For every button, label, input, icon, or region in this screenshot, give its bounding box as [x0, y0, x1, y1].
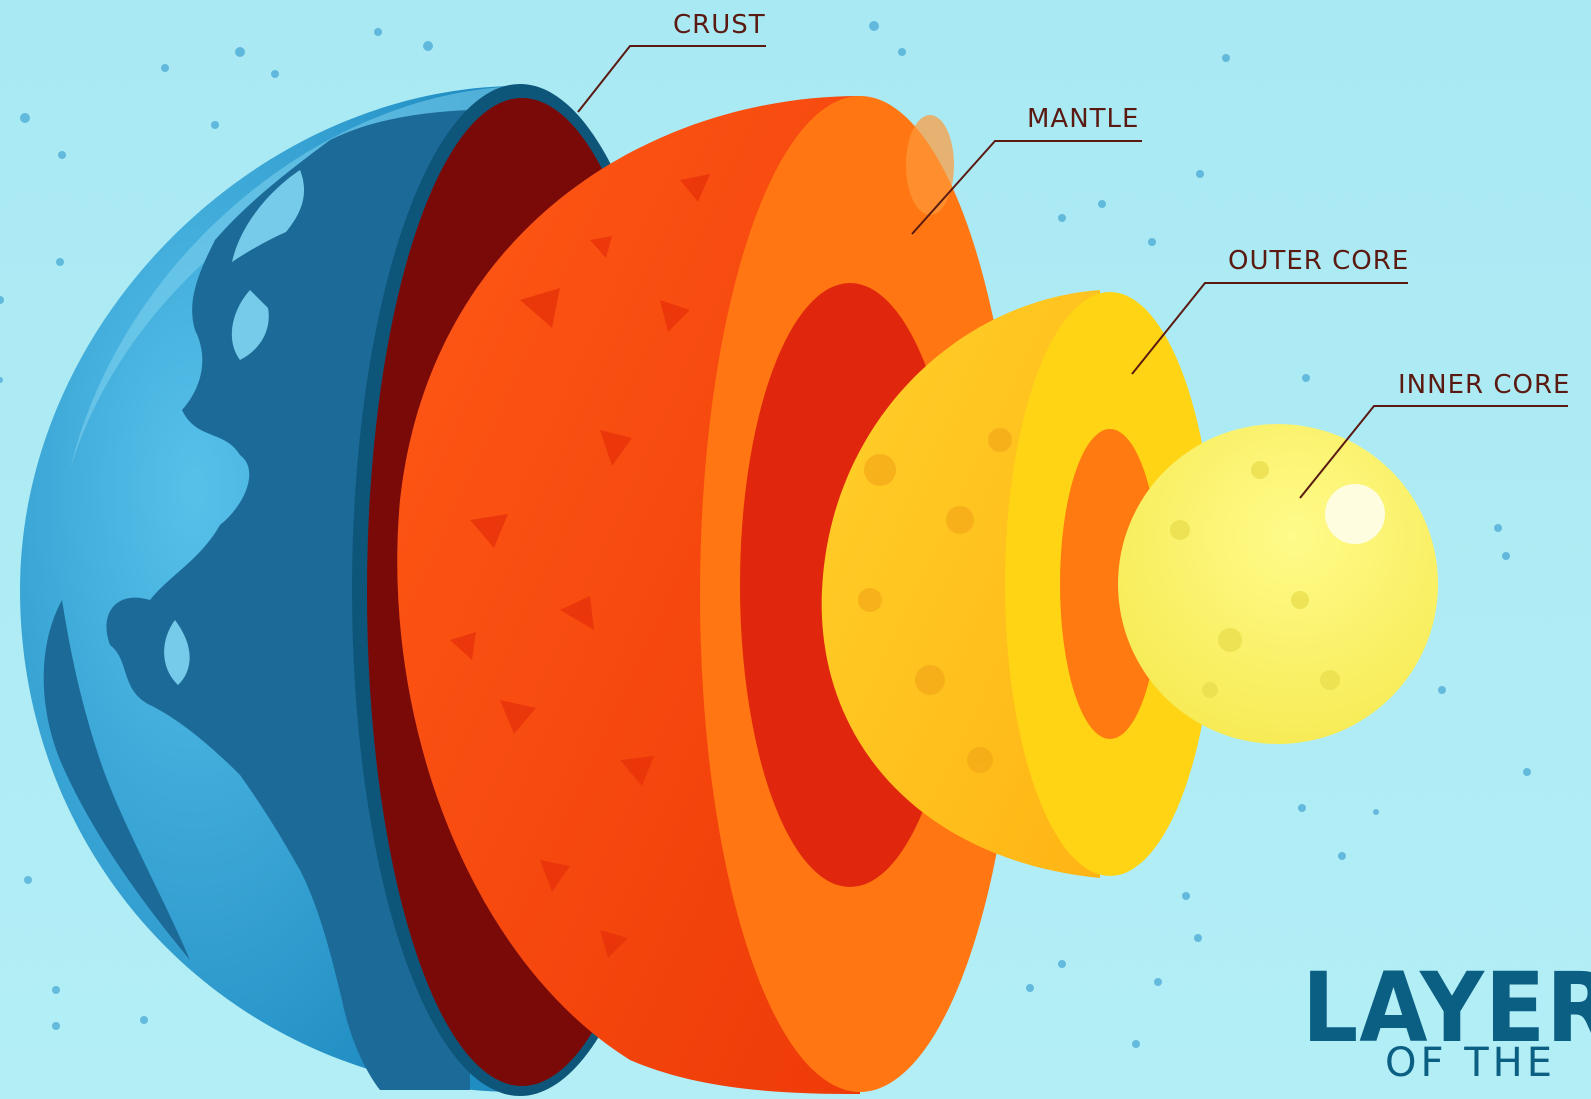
outer-core-leader-line	[1131, 282, 1408, 375]
mantle-label: MANTLE	[1027, 104, 1140, 134]
crust-label: CRUST	[673, 10, 766, 40]
inner-core-label: INNER CORE	[1398, 370, 1571, 400]
inner-core-leader-line	[1299, 405, 1568, 499]
inner-core-layer	[1118, 424, 1438, 744]
label-leader-lines	[577, 45, 1568, 499]
outer-core-label: OUTER CORE	[1228, 246, 1410, 276]
background-dots	[0, 21, 1531, 1048]
crust-leader-line	[577, 45, 766, 113]
mantle-leader-line	[911, 140, 1142, 235]
outer-core-layer	[821, 290, 1215, 878]
mantle-speckles	[450, 174, 710, 958]
diagram-subtitle: OF THE	[1385, 1040, 1556, 1086]
diagram-title: LAYER	[1302, 952, 1591, 1064]
